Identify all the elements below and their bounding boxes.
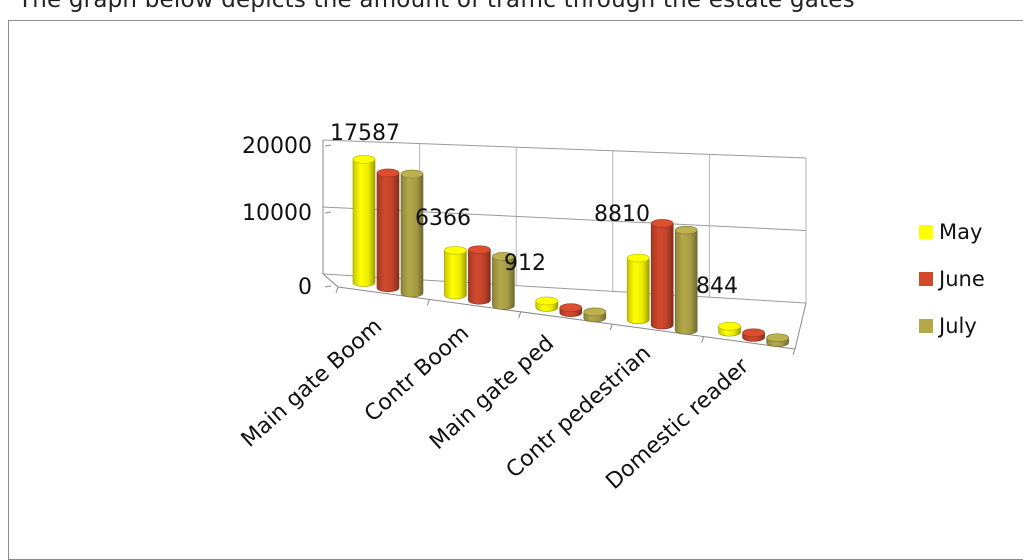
- legend-label: May: [939, 220, 982, 244]
- bar-body: [352, 159, 376, 287]
- bar-june-2: [559, 303, 583, 317]
- y-tick: [324, 285, 332, 288]
- bar-body: [468, 249, 491, 305]
- legend-item-may: May: [919, 220, 982, 244]
- floor-left-edge: [322, 273, 339, 288]
- legend-label: July: [937, 314, 977, 338]
- bar-top: [650, 219, 674, 228]
- gridline: [322, 139, 807, 159]
- bar-top: [742, 328, 765, 338]
- bar-top: [583, 307, 607, 317]
- floor-right-edge: [794, 302, 807, 350]
- bar-may-2: [535, 296, 559, 312]
- x-tick: [701, 336, 705, 343]
- bar-june-1: [468, 245, 491, 305]
- x-tick: [335, 286, 339, 294]
- data-label: 6366: [415, 206, 471, 231]
- bar-top: [468, 245, 491, 255]
- bar-june-3: [650, 219, 674, 330]
- legend-swatch: [919, 272, 933, 286]
- bar-top: [674, 225, 698, 235]
- data-label: 8810: [594, 202, 650, 227]
- bar-top: [766, 333, 789, 343]
- traffic-chart: 0 10000 20000 17587 6366 912 8810 844 Main gate…: [237, 121, 985, 495]
- legend-item-july: July: [919, 314, 977, 338]
- bar-top: [626, 253, 650, 263]
- bar-top: [492, 252, 515, 261]
- bar-may-1: [444, 246, 467, 300]
- bar-body: [492, 256, 515, 310]
- y-tick-label: 10000: [242, 201, 312, 226]
- bar-july-0: [400, 169, 424, 298]
- bar-body: [674, 229, 698, 335]
- x-tick: [426, 299, 430, 306]
- chart-caption: The graph below depicts the amount of tr…: [18, 0, 855, 13]
- bar-body: [650, 223, 674, 330]
- y-tick-label: 20000: [242, 134, 312, 159]
- bar-body: [376, 172, 400, 293]
- bar-july-3: [674, 225, 698, 335]
- x-axis: [337, 286, 796, 350]
- bar-top: [352, 155, 376, 164]
- bar-top: [535, 296, 559, 306]
- bar-top: [718, 321, 741, 331]
- y-tick-label: 0: [298, 275, 312, 300]
- data-label: 844: [696, 274, 738, 299]
- x-tick: [609, 324, 613, 331]
- bar-body: [400, 173, 424, 298]
- bar-may-3: [626, 253, 650, 324]
- bar-top: [400, 169, 424, 179]
- data-label: 912: [504, 251, 546, 276]
- y-tick: [324, 211, 332, 214]
- legend-swatch: [919, 319, 933, 333]
- x-tick: [518, 311, 522, 318]
- bar-may-4: [718, 321, 741, 337]
- bar-top: [376, 168, 400, 178]
- y-tick: [324, 144, 332, 147]
- bar-top: [559, 303, 583, 312]
- legend-label: June: [937, 267, 985, 291]
- data-label: 17587: [330, 121, 400, 146]
- legend-item-june: June: [919, 267, 985, 291]
- bar-may-0: [352, 155, 376, 287]
- bar-body: [444, 250, 467, 300]
- bar-june-4: [742, 328, 765, 342]
- bar-body: [626, 257, 650, 324]
- bar-july-4: [766, 333, 789, 347]
- bar-top: [444, 246, 467, 255]
- legend-swatch: [919, 225, 933, 239]
- category-label: Main gate Boom: [237, 314, 387, 453]
- bar-june-0: [376, 168, 400, 293]
- bar-july-2: [583, 307, 607, 323]
- bar-july-1: [492, 252, 515, 310]
- x-tick: [792, 348, 796, 356]
